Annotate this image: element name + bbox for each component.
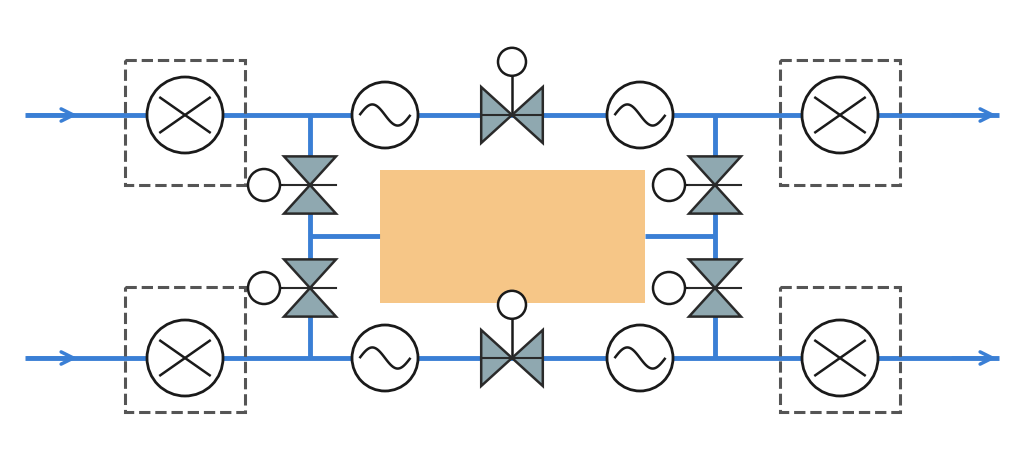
Circle shape [802,77,878,153]
Polygon shape [689,259,741,288]
Polygon shape [689,157,741,185]
Bar [125,287,245,412]
Bar [780,60,900,185]
Polygon shape [689,185,741,214]
Circle shape [248,169,280,201]
Bar [125,60,245,185]
Circle shape [653,169,685,201]
Bar [780,287,900,412]
Circle shape [352,325,418,391]
Circle shape [498,291,526,319]
Circle shape [802,320,878,396]
Circle shape [147,320,223,396]
Circle shape [352,82,418,148]
Polygon shape [284,157,336,185]
Polygon shape [481,87,512,143]
Polygon shape [689,288,741,316]
Circle shape [147,77,223,153]
Circle shape [607,82,673,148]
Polygon shape [284,259,336,288]
Polygon shape [284,185,336,214]
Bar [380,170,645,303]
Circle shape [498,48,526,76]
Polygon shape [481,330,512,386]
Circle shape [248,272,280,304]
Polygon shape [512,330,543,386]
Polygon shape [284,288,336,316]
Polygon shape [512,87,543,143]
Circle shape [653,272,685,304]
Circle shape [607,325,673,391]
